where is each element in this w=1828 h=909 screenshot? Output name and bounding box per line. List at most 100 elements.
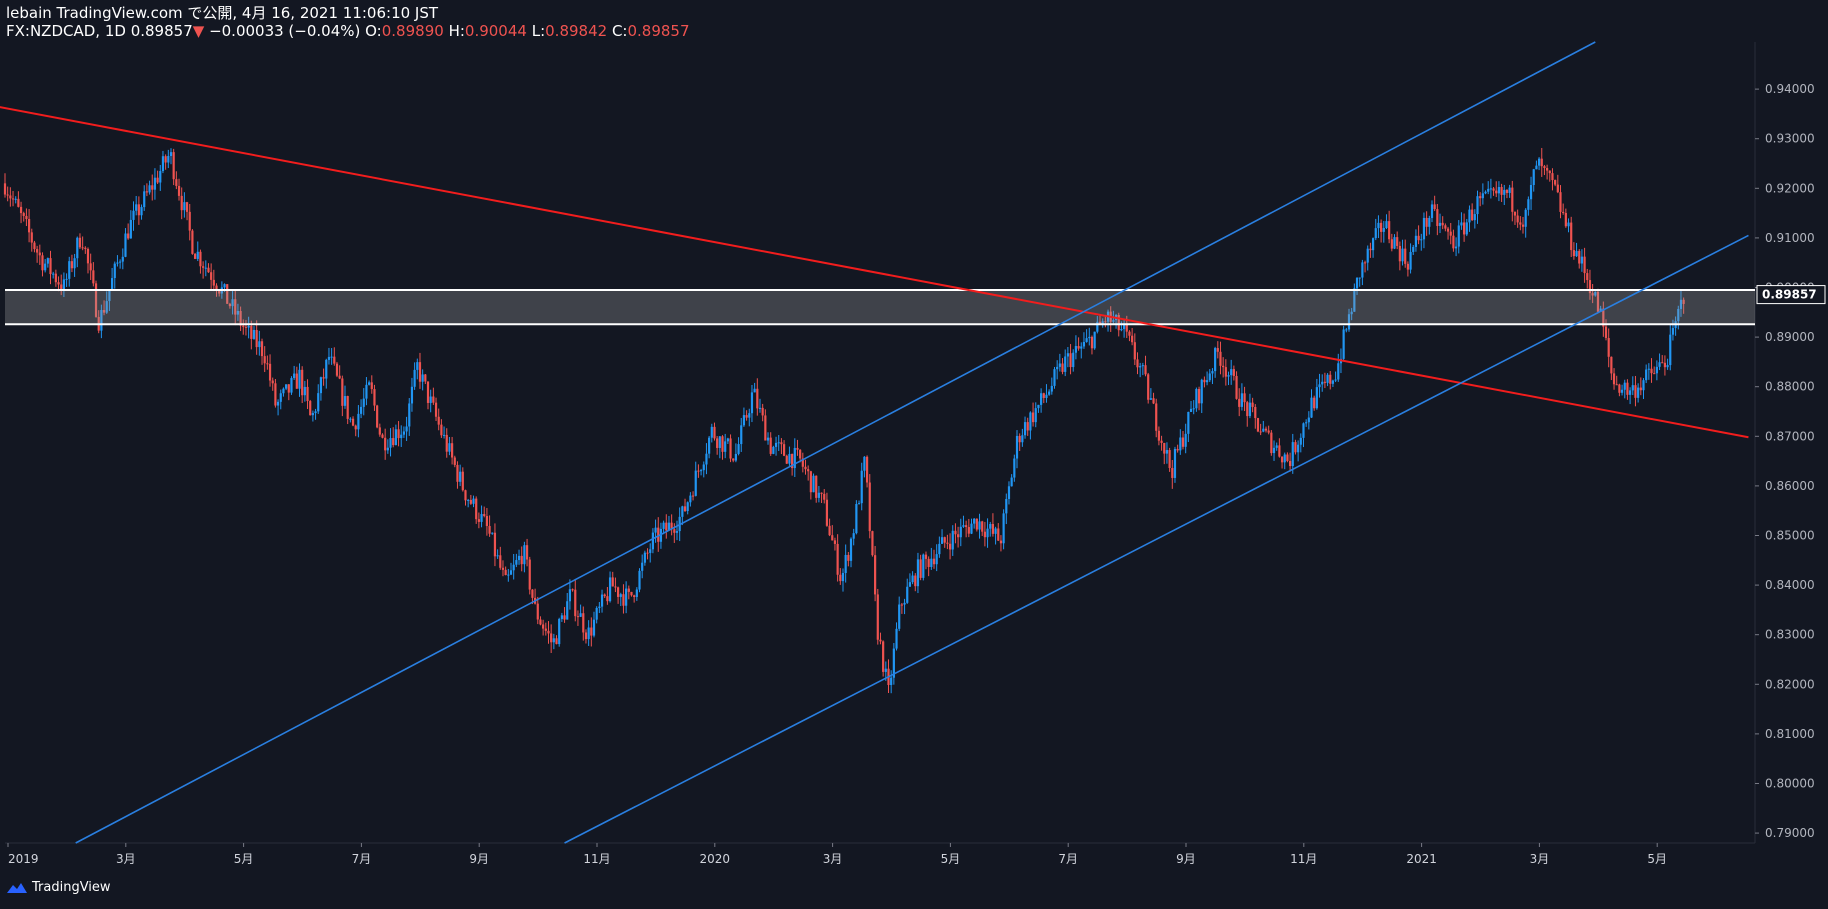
candle-body [903,602,906,605]
candle-body [817,492,820,498]
candle-body [1393,237,1396,249]
candle-body [1546,168,1549,171]
brand-name: TradingView [32,880,111,895]
candle-body [1310,397,1313,418]
candle-body [973,518,976,524]
candle-body [753,388,756,393]
candle-body [1647,368,1650,370]
candle-body [991,524,995,534]
candle-body [1256,418,1260,432]
candle-body [1540,158,1543,167]
candle-body [734,453,737,461]
price-axis[interactable]: 0.940000.930000.920000.910000.900000.890… [1755,82,1826,840]
high-label: H: [448,22,465,40]
candle-body [1331,380,1335,384]
candle-body [467,499,470,501]
candle-body [1280,456,1284,463]
candle-body [376,405,379,428]
candle-body [228,303,231,307]
candle-body [196,251,199,259]
candle-body [831,535,834,541]
candle-body [188,211,191,231]
candle-body [488,525,491,534]
candle-body [1505,189,1509,193]
time-axis[interactable]: 2019 3月 5月 7月 9月 11月 2020 3月 5月 7月 9月 11月 2021 3月 5月 [7,843,1667,866]
candle-body [1002,513,1005,544]
candle-body [1626,382,1629,395]
close-value: 0.89857 [627,22,690,40]
candle-body [587,627,590,640]
candle-body [1583,256,1586,274]
candle-body [1337,363,1340,380]
candle-body [911,575,914,583]
candle-body [1085,338,1088,342]
candle-body [1157,430,1161,441]
candle-body [916,559,920,587]
candle-body [1471,209,1474,221]
candle-body [501,567,505,570]
candle-body [239,311,242,326]
candle-body [1342,329,1345,359]
candle-body [1655,366,1658,374]
candle-body [247,325,250,328]
candle-body [145,191,148,193]
candle-body [1144,365,1147,375]
candle-body [1267,430,1270,433]
candle-body [1564,212,1567,227]
candle-body [156,177,159,183]
candle-body [614,586,617,588]
time-tick-label: 5月 [941,852,961,866]
candle-body [841,572,845,582]
candle-body [1176,448,1179,451]
candle-body [539,619,542,625]
candle-body [1334,379,1337,381]
candle-body [49,258,52,275]
candle-body [1578,251,1581,264]
candle-body [555,638,558,645]
candle-body [1631,385,1634,391]
candle-body [1452,235,1455,249]
candle-body [855,503,858,534]
candle-body [1246,402,1249,417]
time-tick-label: 9月 [469,852,489,866]
candle-body [625,588,628,606]
time-tick-label: 7月 [1058,852,1078,866]
candle-body [1658,362,1661,367]
candle-body [1045,394,1048,398]
candle-body [1302,423,1305,438]
candle-body [285,384,288,389]
candle-body [970,523,973,534]
candle-body [927,558,930,568]
candle-body [1313,397,1316,409]
price-tick-label: 0.84000 [1765,578,1815,592]
candle-body [874,555,877,595]
symbol-name[interactable]: FX:NZDCAD, 1D [6,22,126,40]
candle-body [483,514,486,517]
price-tick-label: 0.81000 [1765,727,1815,741]
candle-body [1133,342,1136,360]
candle-body [716,438,719,448]
candle-body [876,594,879,640]
candle-body [175,179,178,186]
candle-body [41,255,44,271]
candle-body [442,434,446,436]
support-resistance-zone [5,288,1755,326]
candle-body [129,219,132,239]
candle-body [1521,224,1525,227]
candle-body [1385,221,1388,228]
candle-body [1031,412,1035,423]
candle-body [429,396,432,403]
candle-body [17,198,20,207]
candle-body [110,278,114,290]
candle-body [780,442,783,445]
candle-body [997,528,1000,541]
candle-body [1029,412,1032,431]
candle-body [563,615,566,620]
candle-body [25,215,28,219]
plot-area[interactable] [5,42,1756,844]
candle-body [967,527,970,534]
candle-body [27,218,31,233]
candle-body [1077,346,1080,349]
candle-body [603,594,606,597]
